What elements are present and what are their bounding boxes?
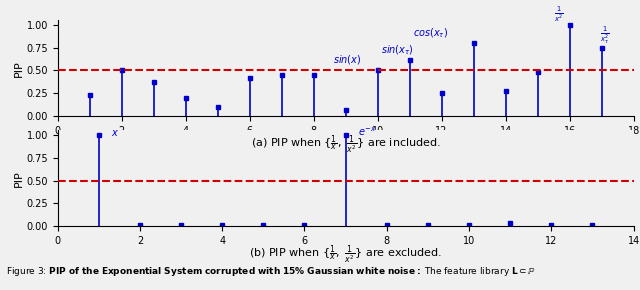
Text: (a) PIP when $\{\frac{1}{x},\ \frac{1}{x^2}\}$ are included.: (a) PIP when $\{\frac{1}{x},\ \frac{1}{x… (251, 133, 440, 156)
Text: $\frac{1}{x_{\tau}^2}$: $\frac{1}{x_{\tau}^2}$ (600, 24, 610, 46)
Text: $sin(x_{\tau})$: $sin(x_{\tau})$ (381, 43, 413, 57)
Text: $e^{-x}$: $e^{-x}$ (358, 125, 376, 138)
Y-axis label: PIP: PIP (13, 170, 24, 187)
Text: $\frac{1}{x^2}$: $\frac{1}{x^2}$ (554, 4, 563, 24)
Text: $sin(x)$: $sin(x)$ (333, 53, 361, 66)
Text: $x$: $x$ (111, 128, 119, 138)
Text: (b) PIP when $\{\frac{1}{x},\ \frac{1}{x^2}\}$ are excluded.: (b) PIP when $\{\frac{1}{x},\ \frac{1}{x… (249, 244, 442, 266)
Text: Figure 3: $\mathbf{PIP\ of\ the\ Exponential\ System\ corrupted\ with\ 15\%\ Gau: Figure 3: $\mathbf{PIP\ of\ the\ Exponen… (6, 265, 536, 278)
Text: $cos(x_{\tau})$: $cos(x_{\tau})$ (413, 27, 448, 40)
Y-axis label: PIP: PIP (13, 60, 24, 77)
